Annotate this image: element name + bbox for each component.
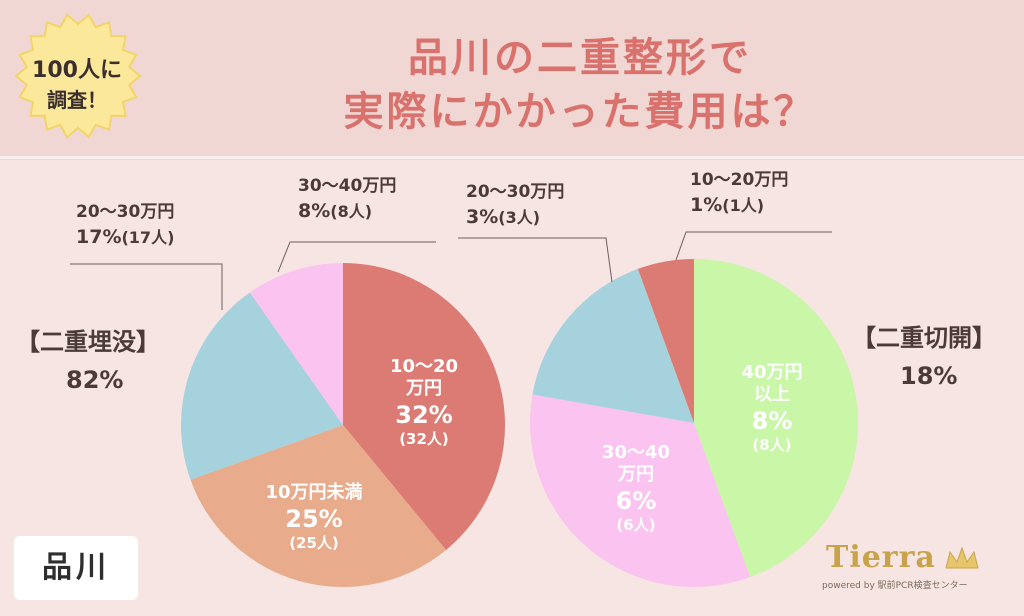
- slice-count: (8人): [752, 436, 792, 454]
- label-count: (3人): [498, 208, 541, 227]
- slice-label-10-20-maibotsu: 10〜20 万円 32% (32人): [364, 356, 484, 448]
- slice-label-over40-sekkai: 40万円 以上 8% (8人): [712, 362, 832, 454]
- label-count: (8人): [330, 202, 373, 221]
- slice-name-line1: 10〜20: [389, 356, 459, 377]
- leader-line-2: [458, 237, 613, 283]
- pie-title-maibotsu: 【二重埋没】: [16, 328, 160, 356]
- badge-line2: 調査！: [47, 88, 107, 112]
- label-percent: 17%: [76, 226, 122, 248]
- slice-name-line1: 40万円: [741, 362, 803, 383]
- logo-subtitle: powered by 駅前PCR検査センター: [822, 581, 968, 591]
- pie-slice-sekkai-1: [529, 394, 751, 588]
- slice-label-30-40-sekkai: 30〜40 万円 6% (6人): [576, 442, 696, 534]
- logo-brand: Tierra: [826, 540, 936, 575]
- slice-name-line2: 万円: [406, 378, 442, 399]
- pie-chart-sekkai: [529, 259, 858, 588]
- slice-count: (25人): [289, 534, 339, 552]
- label-count: (17人): [121, 228, 175, 247]
- slice-percent: 25%: [285, 505, 343, 533]
- pie-total-sekkai: 18%: [900, 362, 958, 390]
- pie-slice-sekkai-0: [694, 259, 858, 578]
- label-20-30-maibotsu: 20〜30万円 17%(17人): [76, 200, 174, 251]
- pie-slice-maibotsu-3: [249, 263, 343, 425]
- label-name: 30〜40万円: [298, 176, 397, 196]
- survey-badge: [14, 13, 142, 139]
- pie-slice-maibotsu-2: [181, 292, 343, 480]
- slice-count: (32人): [399, 430, 449, 448]
- crown-icon: [945, 546, 979, 569]
- label-10-20-sekkai: 10〜20万円 1%(1人): [690, 168, 788, 219]
- label-count: (1人): [722, 196, 765, 215]
- label-name: 10〜20万円: [690, 170, 789, 190]
- location-label: 品川: [14, 536, 138, 600]
- slice-name-line1: 10万円未満: [265, 482, 363, 503]
- pie-slice-sekkai-2: [532, 268, 694, 423]
- slice-name-line1: 30〜40: [601, 442, 671, 463]
- label-percent: 3%: [466, 206, 499, 228]
- leader-line-3: [675, 231, 832, 261]
- label-percent: 8%: [298, 200, 331, 222]
- label-name: 20〜30万円: [76, 202, 175, 222]
- pie-chart-maibotsu: [181, 263, 505, 587]
- pie-total-maibotsu: 82%: [66, 366, 124, 394]
- slice-name-line2: 以上: [754, 384, 790, 405]
- slice-percent: 6%: [615, 487, 657, 515]
- pie-slice-sekkai-3: [637, 259, 694, 423]
- header-divider: [0, 156, 1024, 159]
- label-30-40-maibotsu: 30〜40万円 8%(8人): [298, 174, 396, 225]
- badge-line1: 100人に: [32, 58, 122, 83]
- slice-label-under10-maibotsu: 10万円未満 25% (25人): [244, 482, 384, 552]
- page-title-line1: 品川の二重整形で: [408, 35, 752, 81]
- slice-name-line2: 万円: [618, 464, 654, 485]
- label-percent: 1%: [690, 194, 723, 216]
- pie-slice-maibotsu-0: [343, 263, 505, 550]
- slice-percent: 32%: [395, 401, 453, 429]
- leader-line-1: [277, 241, 436, 273]
- leader-line-0: [70, 263, 223, 310]
- badge-starburst: [14, 13, 142, 139]
- tierra-logo: Tierra powered by 駅前PCR検査センター: [818, 540, 996, 598]
- header-band: [0, 0, 1024, 160]
- page-title-line2: 実際にかかった費用は？: [343, 89, 817, 135]
- pie-title-sekkai: 【二重切開】: [852, 324, 996, 352]
- slice-count: (6人): [616, 516, 656, 534]
- label-name: 20〜30万円: [466, 182, 565, 202]
- pie-slice-maibotsu-1: [190, 425, 447, 587]
- leader-lines: [70, 231, 832, 310]
- label-20-30-sekkai: 20〜30万円 3%(3人): [466, 180, 564, 231]
- slice-percent: 8%: [751, 407, 793, 435]
